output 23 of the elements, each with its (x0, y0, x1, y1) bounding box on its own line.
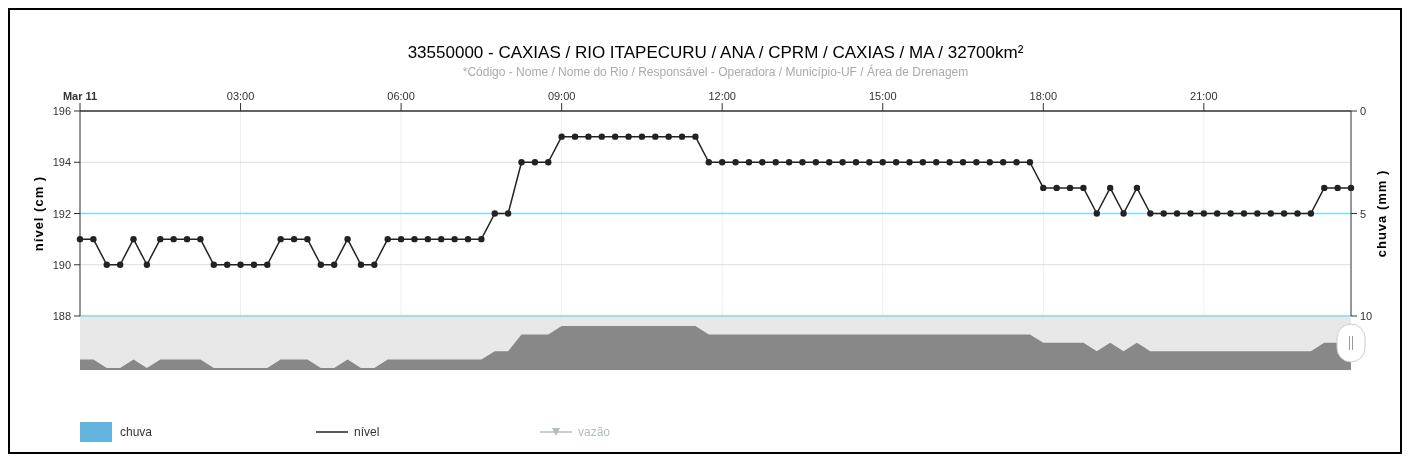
y-tick-label: 192 (52, 207, 71, 220)
x-tick-label: Mar 11 (62, 90, 98, 102)
legend-label: nível (354, 425, 380, 439)
x-tick-label: 12:00 (708, 90, 736, 102)
y-tick-label: 196 (52, 105, 71, 117)
y2-tick-label: 5 (1360, 207, 1367, 220)
legend-label: chuva (120, 425, 153, 439)
legend-label: vazão (578, 425, 611, 439)
x-tick-label: 15:00 (868, 90, 897, 102)
y-axis-title: nível (cm ) (31, 175, 46, 252)
y2-axis-title: chuva (mm ) (1374, 169, 1389, 258)
y2-tick-label: 0 (1360, 105, 1367, 117)
y2-tick-label: 10 (1360, 310, 1373, 322)
chart-title: 33550000 - CAXIAS / RIO ITAPECURU / ANA / CPRM / CAXIAS / MA / 32700km² (407, 43, 1024, 62)
y-tick-label: 188 (52, 310, 71, 322)
chart-subtitle: *Código - Nome / Nome do Rio / Responsável - Operadora / Município-UF / Área de Drenagem (462, 64, 969, 79)
x-tick-label: 18:00 (1029, 90, 1058, 102)
x-tick-label: 09:00 (547, 90, 576, 102)
y-tick-label: 190 (52, 258, 71, 271)
x-tick-label: 03:00 (226, 90, 255, 102)
x-tick-label: 21:00 (1190, 90, 1218, 102)
x-tick-label: 06:00 (387, 90, 415, 102)
y-tick-label: 194 (52, 156, 71, 169)
